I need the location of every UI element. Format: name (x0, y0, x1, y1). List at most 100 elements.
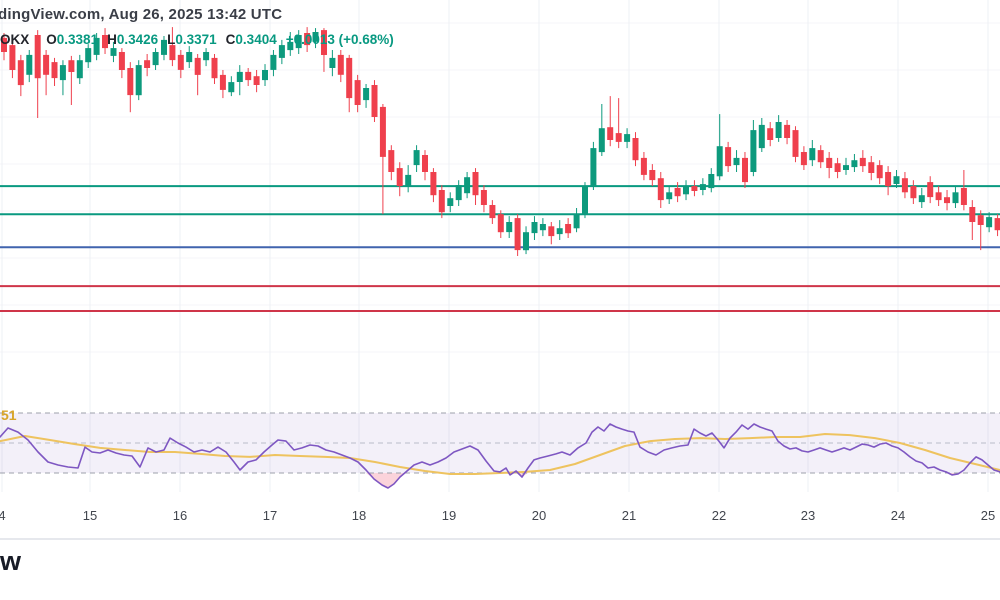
site-logo-partial[interactable]: w (0, 546, 22, 576)
candle (539, 224, 546, 231)
candle (666, 192, 673, 200)
candle (43, 54, 50, 75)
rsi-ma-line (0, 433, 1000, 475)
candle (194, 57, 201, 75)
candle (742, 157, 748, 183)
candle (977, 215, 984, 225)
candle (135, 65, 142, 96)
candle (590, 148, 597, 186)
candle (935, 192, 942, 201)
candle (918, 195, 925, 203)
candle (531, 222, 538, 234)
candle (843, 165, 849, 170)
candle (952, 192, 959, 204)
candle (901, 178, 908, 193)
candle (17, 60, 24, 86)
candle (270, 54, 277, 70)
exchange-label: OKX (0, 32, 30, 47)
candle (573, 214, 580, 229)
candle (767, 128, 774, 140)
candle (262, 70, 268, 81)
candle (624, 134, 631, 142)
candle (750, 130, 757, 172)
candle (851, 160, 858, 168)
candle (868, 162, 875, 173)
candle (792, 130, 799, 157)
x-axis-tick: 17 (263, 508, 277, 523)
candle (565, 224, 572, 234)
candle (817, 150, 824, 163)
candle (169, 45, 176, 61)
candle (615, 133, 622, 142)
candle (582, 186, 588, 215)
x-axis-tick: 21 (622, 508, 636, 523)
candle (152, 52, 159, 66)
candle (657, 178, 664, 201)
candle (523, 232, 529, 251)
candle (76, 60, 83, 79)
candle (203, 52, 210, 61)
x-axis-tick: 22 (712, 508, 726, 523)
candle (674, 188, 681, 197)
candle (413, 150, 420, 166)
candle (699, 184, 706, 190)
candle (127, 68, 134, 96)
candle (826, 157, 833, 168)
candle (691, 186, 698, 191)
candle (312, 32, 319, 42)
candle (489, 205, 496, 219)
candle (422, 155, 428, 172)
candle (910, 186, 917, 199)
candle (405, 174, 412, 186)
candle (556, 228, 563, 235)
candle (245, 71, 252, 81)
candle (177, 54, 184, 70)
x-axis-tick: 18 (352, 508, 366, 523)
x-axis-tick: 25 (981, 508, 995, 523)
candle (118, 52, 125, 70)
x-axis-tick: 19 (442, 508, 456, 523)
candle (632, 138, 639, 161)
candle (219, 74, 226, 90)
change-readout: +0.0013 (+0.68%) (285, 32, 394, 47)
candle (68, 60, 75, 72)
candle (1, 37, 7, 52)
candle (363, 88, 370, 101)
candle (447, 198, 454, 206)
x-axis-tick: 24 (891, 508, 905, 523)
candle (438, 190, 445, 213)
x-axis-tick: 16 (173, 508, 187, 523)
candle (758, 124, 765, 149)
candle (26, 54, 33, 75)
candle (725, 147, 732, 167)
candle (59, 65, 66, 81)
candle (51, 62, 58, 79)
rsi-line (0, 423, 1000, 489)
candle (186, 52, 193, 63)
candle (379, 106, 386, 157)
candle (607, 127, 614, 140)
candle (329, 57, 336, 68)
candle (110, 48, 117, 56)
candle (969, 207, 976, 222)
candle (388, 150, 395, 172)
tradingview-watermark: dingView.com, Aug 26, 2025 13:42 UTC (0, 6, 283, 23)
candle (986, 217, 993, 228)
candle (371, 85, 378, 117)
candle (9, 45, 16, 70)
candle (683, 186, 689, 195)
candle (775, 122, 782, 138)
candle (253, 76, 260, 85)
candle (800, 152, 807, 166)
candle (649, 170, 656, 181)
candle (464, 177, 471, 194)
candle (927, 182, 934, 198)
candle (144, 60, 151, 68)
candle (354, 80, 361, 105)
candle (93, 37, 100, 55)
candle (287, 41, 294, 51)
candle (548, 226, 555, 237)
candle (161, 39, 167, 55)
